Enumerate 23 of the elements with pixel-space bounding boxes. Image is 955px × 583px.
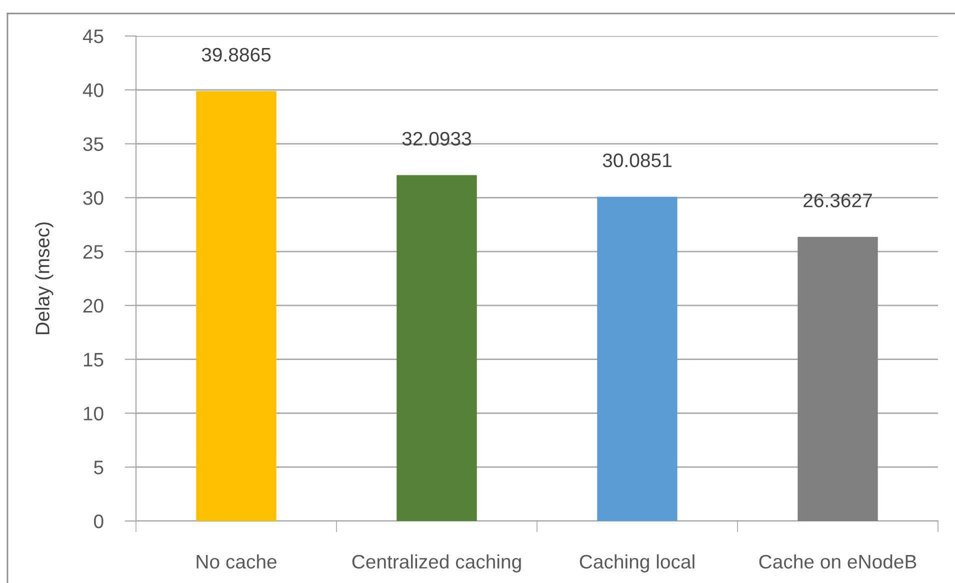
bar [196, 91, 276, 521]
x-tick-label: Cache on eNodeB [759, 554, 916, 569]
y-tick-label: 10 [84, 406, 104, 420]
y-tick-label: 30 [83, 191, 104, 205]
y-tick-label: 25 [83, 245, 104, 259]
bar [597, 196, 678, 521]
y-tick-label: 20 [83, 298, 104, 313]
y-tick-label: 45 [82, 30, 104, 44]
data-label: 30.0851 [602, 153, 672, 168]
data-label: 32.0933 [402, 132, 472, 146]
data-label: 26.3627 [804, 194, 872, 208]
x-tick-label: Centralized caching [352, 554, 521, 572]
y-tick-label: 35 [83, 137, 104, 152]
bar [798, 236, 878, 521]
y-axis-title: Delay (msec) [35, 222, 54, 334]
y-tick-label: 0 [94, 514, 104, 528]
y-tick-label: 40 [82, 83, 104, 98]
y-tick-label: 5 [94, 460, 104, 474]
data-label: 39.8865 [202, 48, 271, 62]
y-tick-label: 15 [84, 353, 104, 367]
x-tick-label: No cache [196, 554, 276, 569]
bar [396, 175, 477, 521]
x-tick-label: Caching local [580, 554, 694, 572]
